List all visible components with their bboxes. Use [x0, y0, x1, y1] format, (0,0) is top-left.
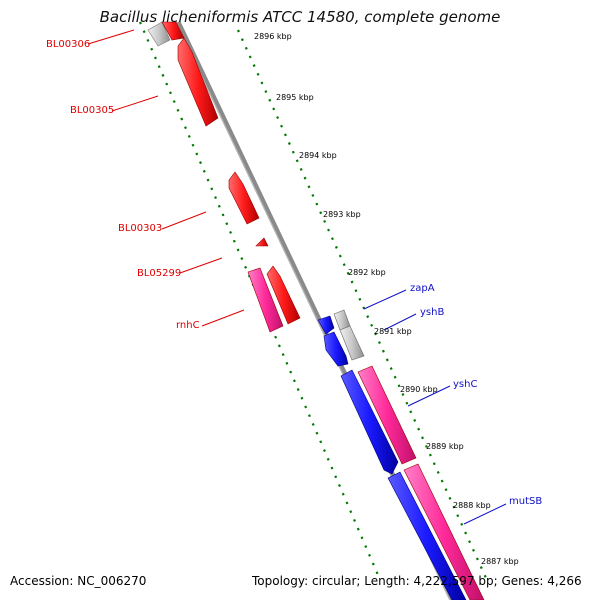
scale-label: 2890 kbp [400, 385, 438, 394]
gene-rnhc-arrow[interactable] [266, 265, 301, 325]
label-line-mutsb [463, 503, 507, 525]
gene-bl00303-arrow[interactable] [228, 171, 260, 225]
gene-bl00306-arrow[interactable] [147, 21, 171, 47]
label-line-bl00306 [87, 29, 135, 45]
gene-yshc-arrow[interactable] [340, 369, 399, 475]
scale-label: 2896 kbp [254, 32, 292, 41]
gene-label-bl00305[interactable]: BL00305 [70, 105, 115, 116]
gene-label-bl00306[interactable]: BL00306 [46, 39, 91, 50]
gene-yshb-arrow[interactable] [323, 331, 349, 367]
gene-zapa-arrow[interactable] [317, 315, 335, 335]
gene-mutsb-arrow[interactable] [387, 471, 467, 600]
scale-label: 2887 kbp [481, 557, 519, 566]
gene-bl00305-arrow[interactable] [177, 37, 219, 127]
accession-text: Accession: NC_006270 [10, 574, 147, 588]
label-line-zapa [363, 289, 407, 310]
label-line-bl00303 [161, 211, 207, 230]
label-line-bl05299 [179, 257, 223, 274]
genome-summary-text: Topology: circular; Length: 4,222,597 bp… [252, 574, 582, 588]
scale-label: 2888 kbp [453, 501, 491, 510]
gene-label-zapa[interactable]: zapA [410, 283, 435, 294]
scale-label: 2892 kbp [348, 268, 386, 277]
gene-rnhc-rna-arrow[interactable] [247, 267, 284, 333]
gene-yshb-gray-arrow[interactable] [339, 325, 365, 361]
label-line-bl00305 [111, 95, 159, 112]
scale-label: 2889 kbp [426, 442, 464, 451]
gene-label-yshc[interactable]: yshC [453, 379, 478, 390]
right-tick-track [236, 29, 488, 579]
gene-label-bl05299[interactable]: BL05299 [137, 268, 182, 279]
gene-label-bl00303[interactable]: BL00303 [118, 223, 163, 234]
scale-label: 2894 kbp [299, 151, 337, 160]
gene-mutsb-rna-arrow[interactable] [403, 463, 485, 600]
gene-yshc-rna-arrow[interactable] [357, 365, 417, 465]
label-line-yshc [407, 385, 451, 407]
scale-label: 2895 kbp [276, 93, 314, 102]
gene-bl05299-arrow[interactable] [255, 237, 269, 247]
gene-label-yshb[interactable]: yshB [420, 307, 445, 318]
scale-label: 2893 kbp [323, 210, 361, 219]
gene-label-mutsb[interactable]: mutSB [509, 496, 543, 507]
scale-label: 2891 kbp [374, 327, 412, 336]
label-line-rnhc [201, 309, 245, 327]
label-line-yshb [383, 313, 417, 331]
genome-title: Bacillus licheniformis ATCC 14580, compl… [99, 8, 501, 26]
gene-label-rnhc[interactable]: rnhC [176, 320, 200, 331]
